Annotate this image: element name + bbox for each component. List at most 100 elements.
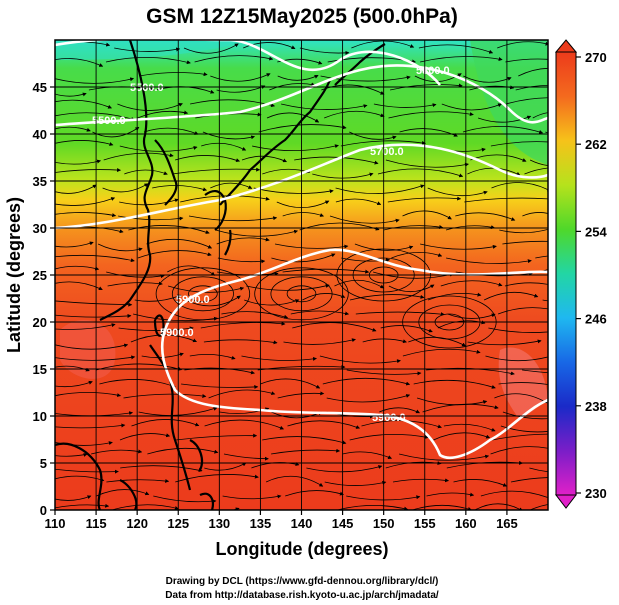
- streamline: [390, 83, 463, 91]
- streamline: [385, 159, 469, 168]
- contour-label-2: 5500.0: [92, 115, 126, 127]
- streamline: [201, 142, 247, 151]
- streamline: [55, 126, 91, 132]
- streamline: [426, 492, 475, 497]
- streamline: [490, 141, 548, 147]
- y-tick-label: 5: [40, 456, 47, 471]
- streamline: [377, 168, 464, 178]
- streamline: [274, 243, 349, 249]
- streamline: [146, 238, 213, 249]
- streamline: [55, 92, 87, 97]
- contour-label-5: 5900.0: [176, 294, 210, 306]
- streamline: [55, 300, 133, 307]
- streamline: [103, 152, 174, 161]
- streamline: [320, 75, 411, 82]
- streamline: [418, 44, 494, 54]
- streamline: [340, 140, 426, 147]
- streamline: [532, 112, 548, 119]
- streamline: [123, 393, 207, 399]
- streamline: [223, 453, 269, 461]
- streamline: [277, 391, 325, 399]
- streamline: [139, 72, 208, 77]
- height-contours: [55, 40, 548, 460]
- streamline: [253, 187, 334, 194]
- streamline: [441, 103, 503, 111]
- contour-label-3: 5700.0: [370, 146, 404, 158]
- streamline: [282, 268, 370, 274]
- streamline: [174, 155, 241, 163]
- streamline: [97, 243, 143, 252]
- colorbar-tick-label: 230: [585, 486, 607, 501]
- streamline: [529, 159, 548, 166]
- streamline: [412, 504, 472, 510]
- streamline: [455, 212, 516, 221]
- x-tick-label: 125: [167, 516, 189, 531]
- streamline: [55, 168, 122, 173]
- streamline: [422, 403, 499, 413]
- contour-5500: [55, 40, 442, 86]
- streamline: [55, 441, 113, 446]
- colorbar-scale: [555, 51, 577, 496]
- streamline: [188, 215, 278, 222]
- x-tick-label: 145: [332, 516, 354, 531]
- x-tick-label: 115: [86, 516, 107, 531]
- streamline: [55, 355, 136, 361]
- streamline: [55, 503, 110, 509]
- x-tick-label: 160: [455, 516, 477, 531]
- streamline: [55, 212, 117, 218]
- streamline: [524, 167, 548, 175]
- y-axis-label: Latitude (degrees): [4, 197, 24, 353]
- streamline: [55, 265, 100, 271]
- streamline: [96, 489, 150, 497]
- streamline: [510, 477, 548, 483]
- contour-label-6: 5900.0: [372, 412, 406, 424]
- streamline: [281, 103, 368, 110]
- swirl-streamline: [188, 285, 218, 303]
- streamline: [488, 327, 548, 333]
- streamline: [420, 243, 497, 250]
- streamline: [433, 432, 491, 441]
- swirl-streamline: [171, 276, 234, 312]
- streamline: [413, 379, 496, 389]
- streamline: [387, 196, 462, 203]
- y-tick-label: 15: [33, 362, 47, 377]
- streamline: [204, 462, 247, 471]
- streamline: [55, 77, 135, 84]
- streamline: [535, 255, 548, 259]
- contour-5800: [55, 143, 548, 230]
- streamline: [55, 281, 103, 290]
- streamline: [282, 212, 325, 217]
- streamline: [55, 365, 90, 372]
- streamline: [416, 397, 488, 406]
- y-axis: 0 5 10 15 20 25 30 35 40 45: [33, 80, 55, 518]
- streamline: [492, 433, 548, 441]
- contour-label-1: 5500.0: [130, 82, 164, 94]
- streamline: [522, 369, 548, 374]
- colorbar-tick-label: 246: [585, 312, 607, 327]
- streamline: [502, 240, 548, 245]
- streamline: [175, 433, 258, 441]
- credit-data: Data from http://database.rish.kyoto-u.a…: [165, 590, 439, 601]
- streamline: [147, 447, 219, 455]
- streamline: [335, 198, 382, 206]
- x-axis-label: Longitude (degrees): [215, 539, 388, 559]
- streamline: [112, 504, 179, 510]
- streamline: [55, 241, 94, 248]
- contour-label-7: 5900.0: [160, 327, 194, 339]
- x-tick-label: 120: [126, 516, 148, 531]
- streamline: [55, 313, 132, 318]
- streamline: [324, 480, 387, 486]
- streamline: [222, 494, 282, 500]
- streamline: [453, 479, 508, 487]
- streamline: [204, 419, 285, 430]
- streamline: [522, 212, 548, 217]
- streamline: [392, 478, 450, 483]
- y-tick-label: 35: [33, 174, 47, 189]
- warm-patch-east: [498, 347, 548, 420]
- streamline: [539, 269, 548, 273]
- y-tick-label: 20: [33, 315, 47, 330]
- streamline: [346, 495, 421, 501]
- streamline: [55, 197, 116, 206]
- streamline: [443, 423, 496, 432]
- streamline: [185, 295, 241, 307]
